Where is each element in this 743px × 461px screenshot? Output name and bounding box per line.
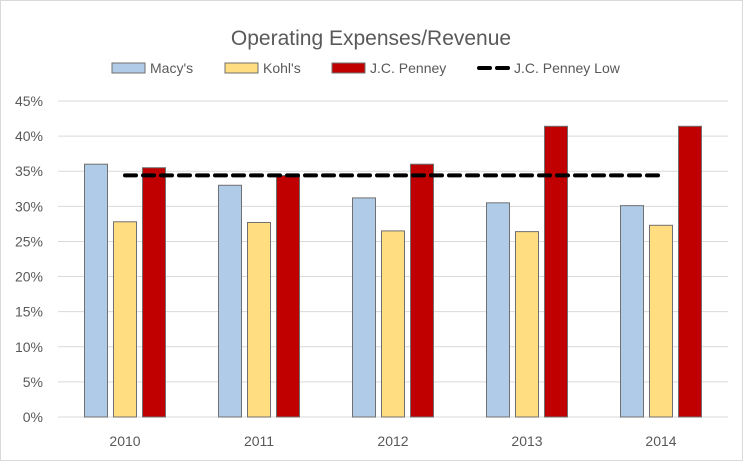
bar-j-c-penney-2010 bbox=[142, 167, 166, 418]
x-tick-label: 2013 bbox=[511, 433, 542, 449]
y-tick-label: 15% bbox=[15, 304, 43, 320]
y-tick-label: 30% bbox=[15, 198, 43, 214]
y-axis: 0% 5% 10% 15% 20% 25% 30% 35% 40% 45% bbox=[15, 93, 43, 425]
y-tick-label: 45% bbox=[15, 93, 43, 109]
bar-kohl-s-2010 bbox=[113, 221, 137, 418]
y-tick-label: 10% bbox=[15, 339, 43, 355]
y-tick-label: 20% bbox=[15, 269, 43, 285]
bars bbox=[84, 125, 702, 418]
bar-j-c-penney-2012 bbox=[410, 163, 434, 418]
legend-label-macy-s: Macy's bbox=[150, 60, 193, 76]
x-tick-label: 2011 bbox=[244, 433, 274, 449]
bar-kohl-s-2011 bbox=[247, 221, 271, 418]
legend-swatch-j-c-penney bbox=[331, 62, 366, 74]
legend-swatch-macy-s bbox=[111, 62, 146, 74]
legend-label-kohl-s: Kohl's bbox=[263, 60, 301, 76]
y-tick-label: 0% bbox=[23, 409, 43, 425]
bar-j-c-penney-2011 bbox=[276, 174, 300, 418]
bar-macy-s-2011 bbox=[218, 184, 242, 418]
x-axis: 2010 2011 2012 2013 2014 bbox=[109, 433, 676, 449]
bar-kohl-s-2013 bbox=[515, 231, 539, 418]
y-tick-label: 40% bbox=[15, 128, 43, 144]
y-tick-label: 35% bbox=[15, 163, 43, 179]
bar-kohl-s-2014 bbox=[649, 224, 673, 418]
x-tick-label: 2010 bbox=[109, 433, 140, 449]
y-tick-label: 5% bbox=[23, 374, 43, 390]
legend-label-j-c-penney: J.C. Penney bbox=[370, 60, 446, 76]
chart-title: Operating Expenses/Revenue bbox=[231, 27, 511, 50]
y-tick-label: 25% bbox=[15, 233, 43, 249]
bar-j-c-penney-2014 bbox=[678, 125, 702, 418]
legend-swatch-kohl-s bbox=[224, 62, 259, 74]
bar-macy-s-2014 bbox=[620, 205, 644, 418]
legend-label-j-c-penney-low: J.C. Penney Low bbox=[514, 60, 621, 76]
bar-macy-s-2012 bbox=[352, 197, 376, 418]
bar-macy-s-2010 bbox=[84, 163, 108, 418]
bar-macy-s-2013 bbox=[486, 202, 510, 418]
x-tick-label: 2012 bbox=[377, 433, 408, 449]
bar-kohl-s-2012 bbox=[381, 230, 405, 418]
x-tick-label: 2014 bbox=[645, 433, 676, 449]
legend: Macy's Kohl's J.C. Penney J.C. Penney Low bbox=[111, 60, 621, 76]
bar-j-c-penney-2013 bbox=[544, 125, 568, 418]
